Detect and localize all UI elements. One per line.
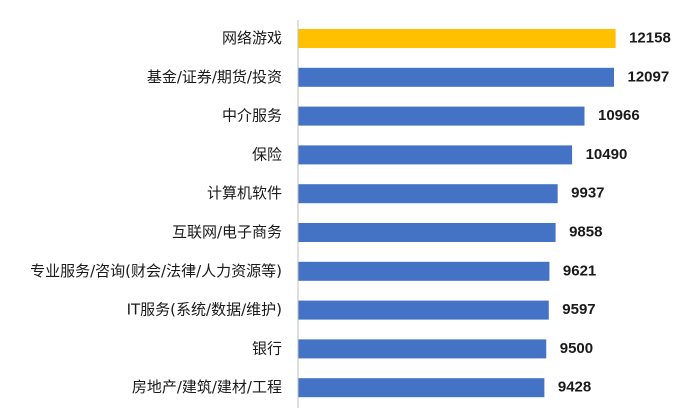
- value-label: 9500: [560, 340, 593, 357]
- value-label: 9858: [569, 223, 602, 240]
- bar: [298, 300, 549, 320]
- value-label: 10966: [598, 107, 640, 124]
- bar: [298, 261, 550, 281]
- category-label: 银行: [252, 339, 282, 357]
- value-label: 12097: [627, 68, 669, 85]
- bar: [298, 67, 614, 87]
- category-label: 保险: [252, 145, 282, 163]
- category-label: 计算机软件: [207, 184, 282, 202]
- category-label: 互联网/电子商务: [172, 223, 282, 241]
- bar: [298, 29, 616, 48]
- category-label: 中介服务: [222, 107, 282, 125]
- value-label: 9937: [571, 185, 604, 202]
- bar: [298, 339, 547, 359]
- value-label: 12158: [629, 29, 671, 46]
- bar: [298, 184, 558, 204]
- bar: [298, 145, 573, 165]
- category-label: 房地产/建筑/建材/工程: [132, 378, 282, 396]
- value-label: 9428: [558, 379, 591, 396]
- category-label: 专业服务/咨询(财会/法律/人力资源等): [30, 262, 282, 280]
- bar: [298, 106, 585, 126]
- category-label: IT服务(系统/数据/维护): [127, 301, 282, 319]
- value-label: 9621: [563, 262, 596, 279]
- category-label: 基金/证券/期货/投资: [147, 68, 282, 86]
- bar: [298, 223, 556, 242]
- value-label: 9597: [562, 301, 595, 318]
- value-label: 10490: [586, 146, 628, 163]
- category-label: 网络游戏: [222, 29, 282, 47]
- bar: [298, 378, 545, 398]
